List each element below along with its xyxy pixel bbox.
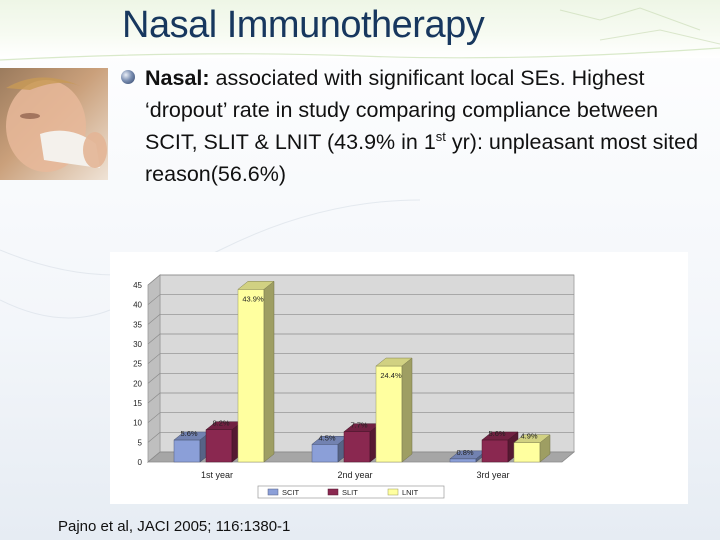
bullet-text-part-2: yr): unpleasant most sited reason(56.6%) (145, 130, 699, 186)
bar-lnit-top (513, 434, 551, 443)
legend-label-lnit: LNIT (402, 488, 419, 497)
bar-slit-front (343, 431, 371, 463)
y-gridline (147, 313, 574, 325)
y-tick-label: 5 (138, 438, 143, 447)
bar-slit-top (481, 431, 519, 441)
bar-lnit-front (237, 289, 265, 463)
y-gridline (147, 451, 574, 463)
x-category-label: 3rd year (476, 470, 509, 480)
y-gridline (147, 372, 574, 384)
bar-slit-front (481, 439, 509, 463)
bar-data-label: 7.7% (350, 421, 367, 430)
y-gridline (147, 333, 574, 345)
y-tick-label: 35 (133, 320, 142, 329)
y-tick-label: 10 (133, 419, 142, 428)
bar-data-label: 5.6% (488, 429, 505, 438)
dropout-chart: 0 5 10 15 20 25 30 35 40 45 5.6% 8.2% 43.9% 1st year 4… (110, 252, 688, 504)
legend-swatch-scit (267, 488, 279, 496)
bullet-lead: Nasal: (145, 66, 210, 90)
bar-data-label: 4.9% (520, 432, 537, 441)
legend-label-scit: SCIT (282, 488, 300, 497)
chart-svg: 0 5 10 15 20 25 30 35 40 45 5.6% 8.2% 43.9% 1st year 4… (110, 252, 688, 504)
y-gridline (147, 274, 574, 286)
bar-lnit-top (237, 281, 275, 290)
y-tick-label: 40 (133, 301, 142, 310)
y-gridline (147, 412, 574, 423)
bar-data-label: 8.2% (212, 419, 229, 428)
title-band (0, 0, 720, 58)
y-gridline (147, 294, 574, 305)
y-tick-label: 25 (133, 360, 142, 369)
bullet-text-part-1: associated with significant local SEs. H… (145, 66, 659, 154)
y-tick-label: 45 (133, 281, 142, 290)
citation: Pajno et al, JACI 2005; 116:1380-1 (58, 518, 291, 535)
bar-scit-front (173, 439, 201, 463)
slide-title: Nasal Immunotherapy (122, 4, 485, 46)
y-tick-label: 30 (133, 340, 142, 349)
y-gridline (147, 392, 574, 404)
bar-data-label: 43.9% (242, 294, 264, 303)
bar-slit-front (205, 429, 233, 463)
bar-data-label: 0.8% (456, 448, 473, 457)
bar-lnit-side (263, 280, 275, 463)
bar-data-label: 4.5% (318, 433, 335, 442)
bar-lnit-front (375, 365, 403, 463)
bar-data-label: 5.6% (180, 429, 197, 438)
photo-illustration (6, 77, 107, 172)
bar-scit-front (311, 444, 339, 463)
y-gridline (147, 353, 574, 364)
bullet-superscript: st (435, 128, 446, 144)
legend-swatch-lnit (387, 488, 399, 496)
child-blowing-nose-photo (0, 68, 108, 180)
x-category-label: 2nd year (337, 470, 372, 480)
legend-swatch-slit (327, 488, 339, 496)
bar-lnit-side (401, 357, 413, 463)
bar-scit-front (449, 458, 477, 463)
x-category-label: 1st year (201, 470, 233, 480)
y-tick-label: 20 (133, 379, 142, 388)
y-gridline (147, 431, 574, 443)
y-tick-label: 0 (138, 458, 143, 467)
legend-label-slit: SLIT (342, 488, 358, 497)
bullet-icon (121, 70, 135, 84)
bullet-paragraph: Nasal: associated with significant local… (145, 62, 705, 190)
bar-data-label: 24.4% (380, 371, 402, 380)
bar-lnit-front (513, 442, 541, 463)
y-tick-label: 15 (133, 399, 142, 408)
bar-lnit-top (375, 357, 413, 367)
